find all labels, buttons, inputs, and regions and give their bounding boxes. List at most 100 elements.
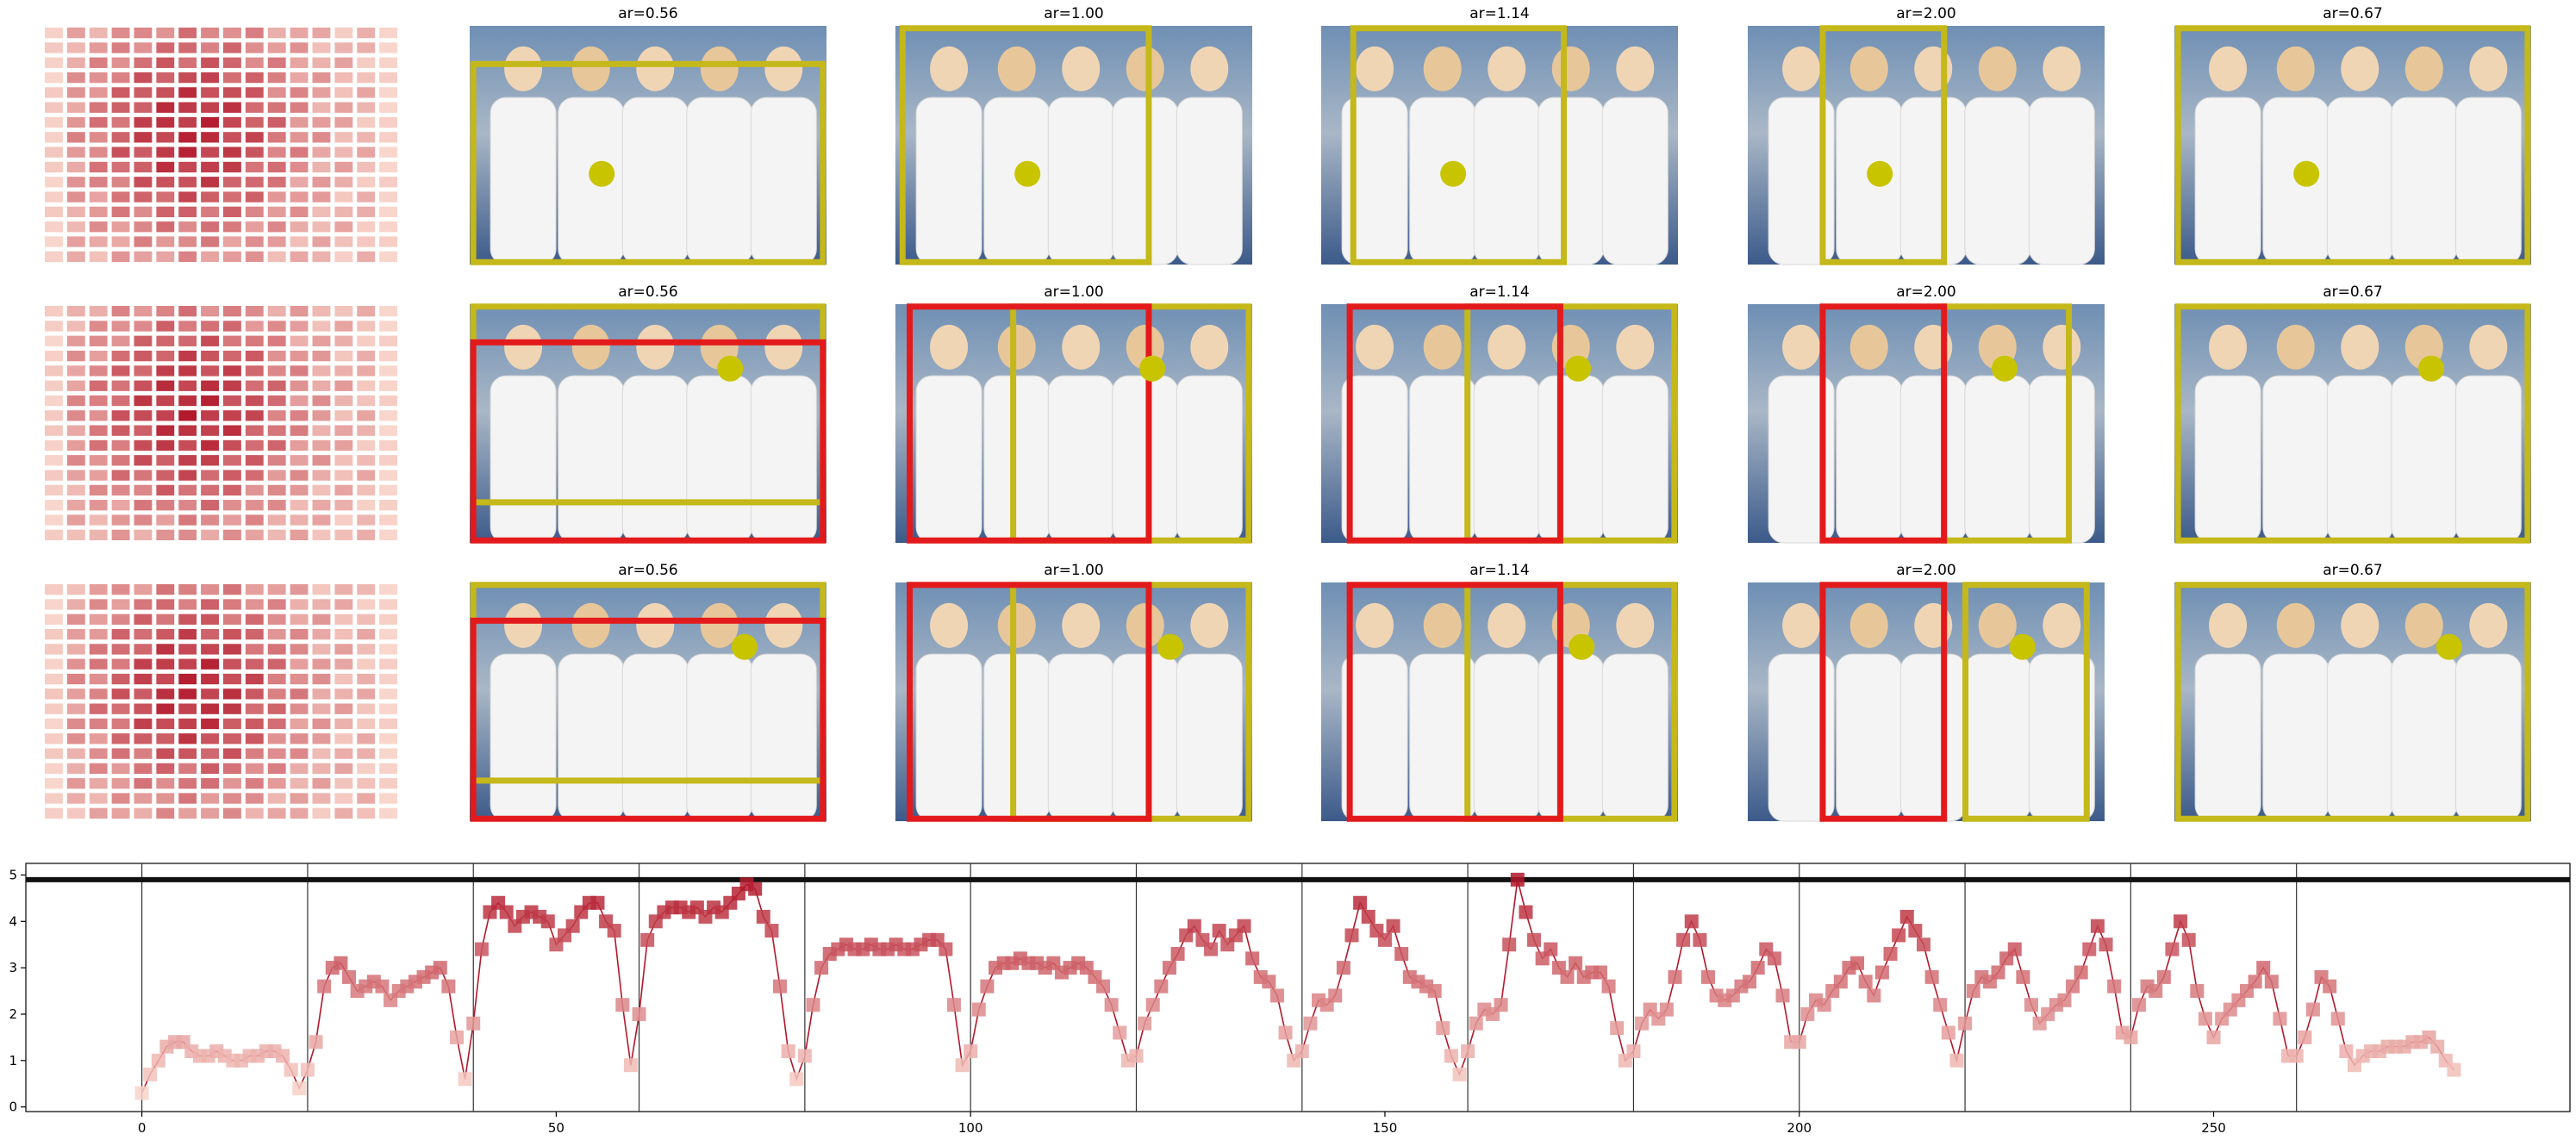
heatmap-cell [223,658,241,670]
heatmap-cell [267,161,286,173]
player-head [504,602,543,648]
heatmap-cell [178,206,197,218]
heatmap-cell [45,335,63,346]
player-body [1899,653,1967,822]
heatmap-cell [45,529,63,540]
player-head [1488,46,1526,91]
data-point [2082,942,2097,956]
heatmap-cell [111,221,130,233]
heatmap-cell [134,425,153,436]
player-head [1126,46,1164,91]
data-point [2330,1012,2345,1026]
heatmap-cell [267,484,286,496]
heatmap-cell [134,763,153,775]
player-head [2043,602,2081,648]
heatmap-cell [379,599,397,610]
heatmap-cell [201,500,219,511]
heatmap-cell [201,395,219,407]
data-point [764,924,779,938]
data-point [1966,984,1980,999]
data-point [499,905,514,919]
heatmap-cell [89,380,108,391]
data-point [1262,975,1276,989]
heatmap-cell [334,733,353,744]
heatmap-cell [178,116,197,128]
heatmap-cell [245,365,264,377]
player-head [1423,602,1462,648]
heatmap-cell [334,177,353,188]
data-point [2074,965,2088,980]
heatmap-cell [223,688,241,700]
heatmap-cell [267,658,286,670]
heatmap-cell [334,306,353,317]
player-head [2043,46,2081,91]
heatmap-cell [223,177,241,188]
heatmap-cell [45,584,63,595]
heatmap-cell [89,410,108,421]
heatmap-cell [156,177,175,188]
heatmap-cell [111,380,130,391]
heatmap-cell [312,410,331,421]
player-head [1782,602,1821,648]
heatmap-cell [357,807,376,819]
heatmap-cell [334,146,353,158]
heatmap-cell [245,455,264,466]
heatmap-cell [66,807,85,819]
player-body [1899,97,1967,265]
heatmap-cell [223,321,241,332]
heatmap-cell [312,116,331,128]
panel-title: ar=1.14 [1469,283,1530,301]
heatmap-cell [111,395,130,407]
heatmap-cell [379,455,397,466]
heatmap-cell [45,87,63,98]
heatmap-cell [357,42,376,53]
data-point [1104,998,1119,1012]
heatmap-cell [334,425,353,436]
heatmap-cell [111,132,130,143]
heatmap-cell [379,614,397,625]
heatmap-cell [334,470,353,481]
player-head [1062,602,1101,648]
data-point [2156,969,2171,984]
heatmap-cell [312,161,331,173]
player-head [1849,324,1888,370]
heatmap-cell [223,365,241,377]
heatmap-cell [379,500,397,511]
heatmap-cell [89,514,108,526]
heatmap-cell [45,321,63,332]
heatmap-cell [290,529,309,540]
heatmap-cell [245,306,264,317]
heatmap-cell [267,718,286,730]
heatmap-cell [379,177,397,188]
heatmap-cell [66,793,85,804]
heatmap-cell [290,321,309,332]
heatmap-cell [267,206,286,218]
heatmap-cell [134,500,153,511]
heatmap-cell [245,793,264,804]
heatmap-cell [290,410,309,421]
heatmap-cell [111,733,130,744]
heatmap-cell [201,425,219,436]
data-point [964,1044,978,1059]
heatmap-cell [267,350,286,362]
player-body [1047,97,1114,265]
heatmap-cell [357,425,376,436]
heatmap-cell [334,42,353,53]
player-head [2404,46,2443,91]
heatmap-cell [134,584,153,595]
heatmap-cell [223,132,241,143]
data-point [1113,1025,1127,1040]
heatmap-cell [267,365,286,377]
heatmap-cell [357,614,376,625]
player-head [1423,324,1462,370]
heatmap-cell [267,644,286,655]
crop-box-yellow [1464,303,1678,544]
heatmap-cell [245,439,264,452]
heatmap-cell [156,42,175,53]
heatmap-cell [357,116,376,128]
player-body [2326,653,2393,822]
heatmap-cell [89,57,108,68]
data-point [1775,988,1790,1003]
heatmap-cell [156,57,175,68]
heatmap-cell [223,395,241,407]
